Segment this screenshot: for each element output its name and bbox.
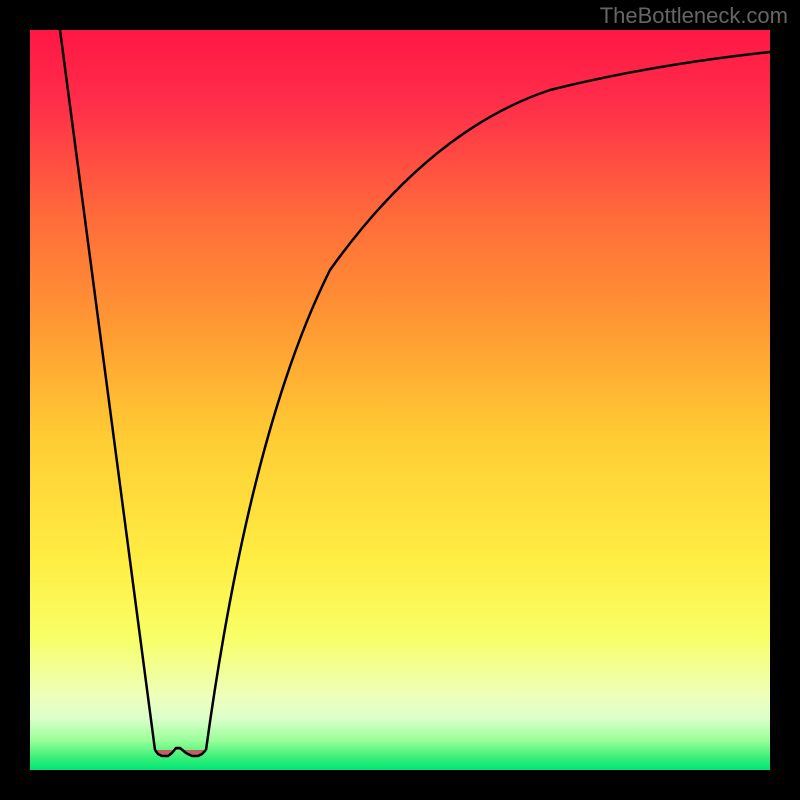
- watermark-text: TheBottleneck.com: [600, 3, 788, 29]
- chart-plot-area: [30, 30, 770, 770]
- chart-curve: [30, 30, 770, 770]
- curve-valley-fill: [155, 748, 206, 756]
- curve-left-segment: [60, 30, 155, 750]
- curve-right-segment: [206, 52, 770, 750]
